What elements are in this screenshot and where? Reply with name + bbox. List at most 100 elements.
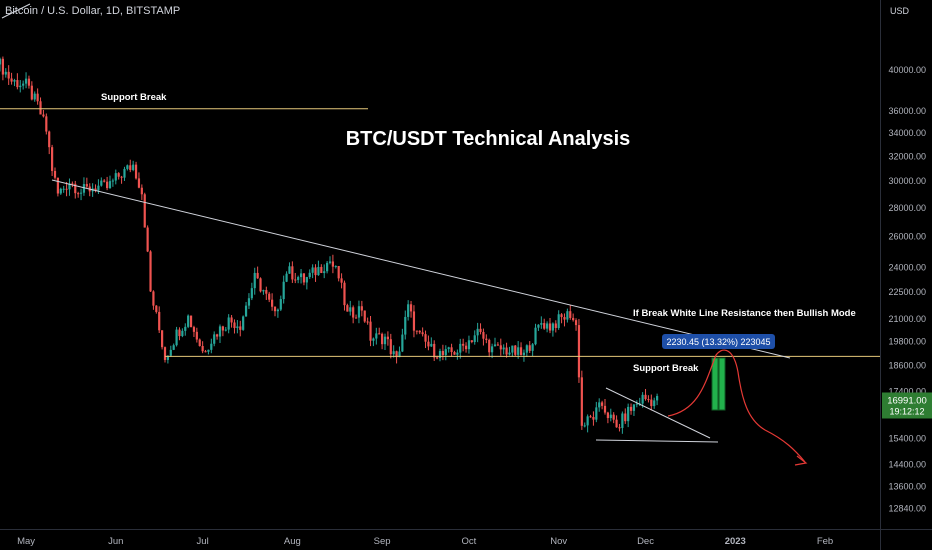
candle-body xyxy=(155,305,158,312)
candle-body xyxy=(386,336,389,340)
candle-body xyxy=(158,311,161,331)
candle-body xyxy=(427,341,430,347)
candle-body xyxy=(308,272,311,278)
candle-body xyxy=(79,192,83,194)
wedge-lower-line xyxy=(595,439,719,443)
candle-body xyxy=(169,349,172,356)
candle-body xyxy=(233,322,236,329)
candle-body xyxy=(459,343,462,353)
candle-body xyxy=(366,321,369,323)
candle-body xyxy=(421,332,424,335)
candle-body xyxy=(349,307,352,312)
candle-body xyxy=(1,58,4,75)
candle-body xyxy=(111,180,114,182)
candle-body xyxy=(33,93,36,100)
candle-body xyxy=(409,304,413,312)
candle-body xyxy=(618,427,621,429)
candle-body xyxy=(569,311,572,318)
candle-body xyxy=(447,347,450,350)
x-tick-label: Oct xyxy=(462,536,477,547)
candle-body xyxy=(621,413,624,428)
candle-body xyxy=(276,309,279,312)
candle-body xyxy=(499,345,502,350)
x-tick-label: Dec xyxy=(637,536,654,547)
candle-body xyxy=(198,339,201,346)
candle-body xyxy=(543,323,546,329)
candle-body xyxy=(389,339,392,355)
y-tick-label: 24000.00 xyxy=(888,262,926,272)
candle-body xyxy=(595,407,598,420)
candle-body xyxy=(375,333,378,339)
candle-body xyxy=(221,326,224,331)
candle-body xyxy=(45,116,48,132)
resistance-note: If Break White Line Resistance then Bull… xyxy=(633,308,856,319)
candle-body xyxy=(369,321,372,341)
candle-body xyxy=(285,273,288,282)
candle-body xyxy=(560,314,563,318)
price-axis-ticks: 12840.0013600.0014400.0015400.0016400.00… xyxy=(888,65,926,513)
candle-body xyxy=(314,267,317,276)
y-tick-label: 34000.00 xyxy=(888,128,926,138)
candle-body xyxy=(627,406,630,422)
y-tick-label: 14400.00 xyxy=(888,459,926,469)
candle-body xyxy=(163,347,167,360)
candle-body xyxy=(146,227,149,252)
projection-path xyxy=(667,349,806,463)
candle-body xyxy=(42,114,45,117)
x-tick-label: Aug xyxy=(284,536,301,547)
y-tick-label: 40000.00 xyxy=(888,65,926,75)
candle-body xyxy=(74,183,77,194)
price-axis-panel xyxy=(880,0,932,550)
candle-body xyxy=(100,180,103,186)
y-tick-label: 15400.00 xyxy=(888,433,926,443)
candle-body xyxy=(407,304,410,317)
candle-body xyxy=(149,251,152,292)
candle-body xyxy=(470,340,473,342)
y-tick-label: 18600.00 xyxy=(888,361,926,371)
candle-body xyxy=(381,333,384,345)
candle-body xyxy=(331,261,334,267)
y-tick-label: 32000.00 xyxy=(888,151,926,161)
candle-body xyxy=(615,419,618,428)
currency-label: USD xyxy=(890,6,910,16)
y-tick-label: 22500.00 xyxy=(888,287,926,297)
candle-body xyxy=(574,320,578,326)
candle-body xyxy=(606,412,609,419)
symbol-title: Bitcoin / U.S. Dollar, 1D, BITSTAMP xyxy=(5,5,181,17)
candle-body xyxy=(398,351,401,358)
candle-body xyxy=(256,272,259,279)
candle-body xyxy=(39,101,42,115)
candle-body xyxy=(48,131,51,148)
candle-body xyxy=(548,323,552,331)
candle-body xyxy=(210,343,213,350)
candle-body xyxy=(647,399,650,401)
candle-body xyxy=(62,188,65,190)
candle-body xyxy=(30,85,33,100)
candle-body xyxy=(123,168,126,178)
candle-body xyxy=(554,323,557,328)
candle-body xyxy=(551,323,554,331)
candle-body xyxy=(456,352,459,355)
candle-body xyxy=(36,93,39,102)
candle-body xyxy=(508,352,511,355)
candle-body xyxy=(415,330,418,332)
x-tick-label: Sep xyxy=(374,536,391,547)
candle-body xyxy=(464,345,468,350)
x-tick-label: Nov xyxy=(550,536,567,547)
candle-body xyxy=(383,336,387,345)
resistance-trendline xyxy=(51,179,791,359)
y-tick-label: 30000.00 xyxy=(888,176,926,186)
candle-body xyxy=(126,165,129,169)
support-break-label-top: Support Break xyxy=(101,92,167,103)
candle-body xyxy=(360,306,363,311)
candle-body xyxy=(441,351,444,356)
candle-body xyxy=(412,311,416,331)
support-break-label-mid: Support Break xyxy=(633,363,699,374)
candle-body xyxy=(641,394,644,404)
candle-body xyxy=(291,266,294,280)
candle-body xyxy=(566,311,569,320)
candle-body xyxy=(334,265,337,267)
candle-body xyxy=(418,330,421,333)
candle-body xyxy=(485,338,488,340)
